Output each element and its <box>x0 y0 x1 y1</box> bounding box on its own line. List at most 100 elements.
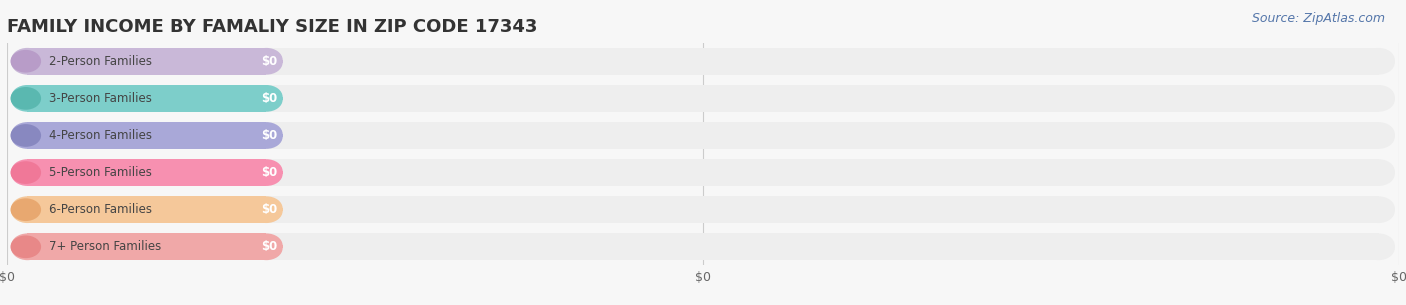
Bar <box>11 171 27 174</box>
Text: 4-Person Families: 4-Person Families <box>49 129 152 142</box>
Ellipse shape <box>250 159 283 183</box>
Ellipse shape <box>11 48 44 72</box>
Ellipse shape <box>11 122 44 146</box>
Ellipse shape <box>1362 236 1395 260</box>
Text: Source: ZipAtlas.com: Source: ZipAtlas.com <box>1251 12 1385 25</box>
Ellipse shape <box>11 162 44 186</box>
Ellipse shape <box>11 88 44 112</box>
Text: 2-Person Families: 2-Person Families <box>49 55 152 68</box>
Ellipse shape <box>1362 159 1395 183</box>
Bar <box>11 60 27 63</box>
Bar <box>1379 134 1395 137</box>
Bar <box>11 134 27 137</box>
Ellipse shape <box>11 196 44 221</box>
Text: $0: $0 <box>262 55 278 68</box>
Bar <box>266 97 283 100</box>
Bar <box>27 122 1379 149</box>
Ellipse shape <box>1362 122 1395 146</box>
Ellipse shape <box>250 88 283 112</box>
Bar <box>266 246 283 248</box>
Bar <box>1379 208 1395 211</box>
Ellipse shape <box>250 48 283 72</box>
Ellipse shape <box>11 85 44 109</box>
Text: $0: $0 <box>262 166 278 179</box>
Bar <box>27 122 266 149</box>
Ellipse shape <box>10 161 41 184</box>
Ellipse shape <box>250 125 283 149</box>
Bar <box>27 48 266 75</box>
Ellipse shape <box>1362 51 1395 75</box>
Ellipse shape <box>250 199 283 223</box>
Ellipse shape <box>11 51 44 75</box>
Ellipse shape <box>1362 88 1395 112</box>
Ellipse shape <box>11 196 44 221</box>
Ellipse shape <box>11 159 44 183</box>
Text: FAMILY INCOME BY FAMALIY SIZE IN ZIP CODE 17343: FAMILY INCOME BY FAMALIY SIZE IN ZIP COD… <box>7 18 537 36</box>
Bar <box>11 208 27 211</box>
Ellipse shape <box>1362 196 1395 221</box>
Bar <box>11 60 27 63</box>
Bar <box>1379 246 1395 248</box>
Text: $0: $0 <box>262 92 278 105</box>
Ellipse shape <box>1362 48 1395 72</box>
Bar <box>1379 97 1395 100</box>
Ellipse shape <box>11 125 44 149</box>
Text: $0: $0 <box>262 129 278 142</box>
Ellipse shape <box>10 50 41 73</box>
Ellipse shape <box>250 51 283 75</box>
Text: $0: $0 <box>262 203 278 216</box>
Ellipse shape <box>1362 85 1395 109</box>
Ellipse shape <box>11 233 44 257</box>
Bar <box>27 233 266 260</box>
Ellipse shape <box>1362 199 1395 223</box>
Text: 5-Person Families: 5-Person Families <box>49 166 152 179</box>
Bar <box>27 48 1379 75</box>
Ellipse shape <box>11 199 44 223</box>
Bar <box>11 208 27 211</box>
Ellipse shape <box>10 87 41 110</box>
Bar <box>27 196 1379 223</box>
Ellipse shape <box>11 48 44 72</box>
Bar <box>27 159 266 186</box>
Bar <box>27 233 1379 260</box>
Ellipse shape <box>11 51 44 75</box>
Bar <box>266 171 283 174</box>
Bar <box>27 159 1379 186</box>
Ellipse shape <box>1362 125 1395 149</box>
Ellipse shape <box>11 236 44 260</box>
Ellipse shape <box>11 236 44 260</box>
Bar <box>11 97 27 100</box>
Ellipse shape <box>11 159 44 183</box>
Ellipse shape <box>250 85 283 109</box>
Bar <box>11 246 27 248</box>
Ellipse shape <box>11 122 44 146</box>
Ellipse shape <box>11 125 44 149</box>
Bar <box>11 134 27 137</box>
Text: 6-Person Families: 6-Person Families <box>49 203 152 216</box>
Ellipse shape <box>11 162 44 186</box>
Ellipse shape <box>10 198 41 221</box>
Ellipse shape <box>11 88 44 112</box>
Bar <box>1379 60 1395 63</box>
Ellipse shape <box>250 162 283 186</box>
Ellipse shape <box>11 85 44 109</box>
Ellipse shape <box>1362 162 1395 186</box>
Bar <box>266 208 283 211</box>
Ellipse shape <box>10 124 41 147</box>
Ellipse shape <box>250 233 283 257</box>
Ellipse shape <box>250 196 283 221</box>
Ellipse shape <box>1362 233 1395 257</box>
Ellipse shape <box>10 235 41 258</box>
Ellipse shape <box>250 122 283 146</box>
Ellipse shape <box>11 199 44 223</box>
Ellipse shape <box>250 236 283 260</box>
Text: 7+ Person Families: 7+ Person Families <box>49 240 162 253</box>
Text: 3-Person Families: 3-Person Families <box>49 92 152 105</box>
Bar <box>11 246 27 248</box>
Bar <box>266 134 283 137</box>
Bar <box>266 60 283 63</box>
Text: $0: $0 <box>262 240 278 253</box>
Ellipse shape <box>11 233 44 257</box>
Bar <box>27 85 266 112</box>
Bar <box>11 171 27 174</box>
